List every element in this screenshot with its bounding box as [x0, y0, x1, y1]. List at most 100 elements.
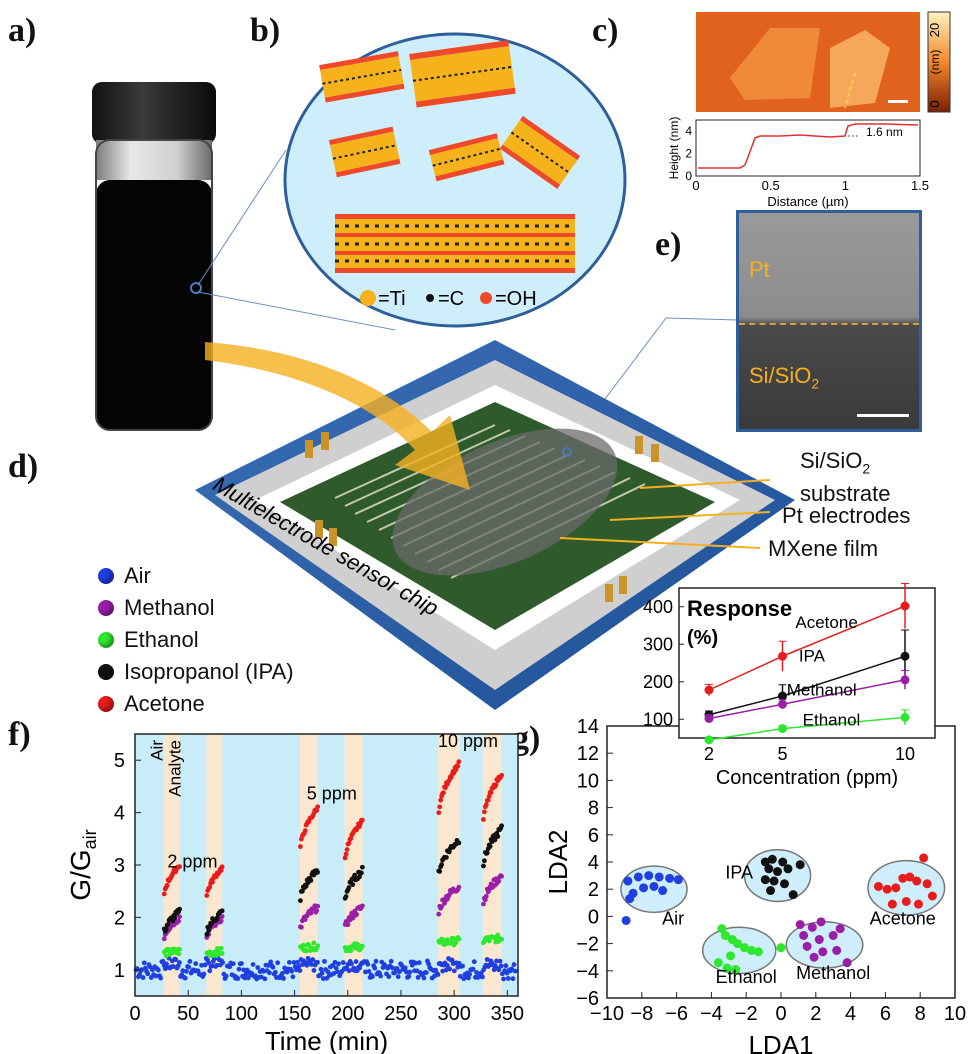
y-axis-label: LDA2 [545, 829, 573, 894]
lda-point-acetone [923, 879, 932, 888]
data-point-acetone [438, 798, 443, 803]
data-point-acetone [484, 802, 489, 807]
data-point-ipa [220, 908, 225, 913]
afm-panel: 20 (nm) 0 Height (nm) 0 2 4 0 0.5 1 1.5 Dista… [660, 8, 965, 213]
panel-label-f: f) [8, 718, 31, 752]
data-point-acetone [303, 828, 308, 833]
concentration-label: 5 ppm [307, 784, 357, 804]
data-point-acetone [207, 885, 212, 890]
data-point-methanol [219, 919, 224, 924]
y-tick-label: 5 [114, 750, 125, 772]
lda-point-acetone [919, 853, 928, 862]
data-point-ipa [177, 907, 182, 912]
inset-point-ethanol [778, 724, 787, 733]
data-point-ipa [485, 851, 490, 856]
x-tick-label: 6 [880, 1003, 891, 1025]
x-tick-label: 200 [331, 1003, 364, 1025]
data-point-methanol [496, 879, 501, 884]
cluster-label-ethanol: Ethanol [716, 967, 777, 987]
inset-point-ethanol [901, 713, 910, 722]
panel-label-b: b) [250, 14, 280, 48]
lda-point-ipa [780, 879, 789, 888]
lda-point-ipa [764, 864, 773, 873]
inset-ytick-label: 100 [643, 709, 673, 729]
data-point-air [452, 968, 457, 973]
data-point-acetone [315, 804, 320, 809]
legend-item-ethanol: Ethanol [98, 624, 294, 656]
data-point-methanol [436, 912, 441, 917]
data-point-air [403, 965, 408, 970]
x-tick-label: 4 [845, 1003, 856, 1025]
inset-ytick-label: 300 [643, 634, 673, 654]
data-point-acetone [204, 893, 209, 898]
y-tick-label: 4 [588, 852, 599, 874]
data-point-air [501, 977, 506, 982]
profile-ytick: 4 [685, 124, 692, 138]
analyte-window [483, 734, 502, 996]
data-point-methanol [346, 922, 351, 927]
panel-label-a: a) [8, 14, 36, 48]
panel-label-e: e) [655, 228, 681, 262]
legend-item-methanol: Methanol [98, 592, 294, 624]
sem-boundary [739, 323, 919, 325]
legend-oh: =OH [495, 288, 537, 310]
data-point-air [386, 974, 391, 979]
data-point-air [396, 974, 401, 979]
data-point-air [187, 959, 192, 964]
cluster-label-acetone: Acetone [870, 909, 936, 929]
data-point-air [436, 972, 441, 977]
data-point-air [354, 959, 359, 964]
data-point-ethanol [220, 951, 225, 956]
callout-electrodes: Pt electrodes [782, 503, 910, 529]
data-point-air [510, 976, 515, 981]
x-tick-label: 10 [944, 1003, 966, 1025]
x-tick-label: 50 [177, 1003, 199, 1025]
data-point-air [239, 961, 244, 966]
lda-point-methanol [836, 924, 845, 933]
cluster-label-air: Air [662, 909, 684, 929]
lda-point-ipa [783, 864, 792, 873]
lda-point-methanol [817, 917, 826, 926]
data-point-ipa [482, 858, 487, 863]
data-point-ethanol [177, 947, 182, 952]
data-point-ipa [359, 871, 364, 876]
lda-point-acetone [928, 892, 937, 901]
data-point-air [499, 964, 504, 969]
inset-point-methanol [778, 700, 787, 709]
lda-point-ipa [796, 860, 805, 869]
data-point-air [298, 968, 303, 973]
data-point-air [271, 965, 276, 970]
lda-point-air [655, 872, 664, 881]
profile-xtick: 1 [842, 178, 849, 193]
data-point-air [322, 959, 327, 964]
data-point-ipa [439, 862, 444, 867]
lda-point-methanol [818, 947, 827, 956]
x-tick-label: 100 [225, 1003, 258, 1025]
data-point-methanol [360, 903, 365, 908]
data-point-air [158, 976, 163, 981]
lda-point-ethanol [726, 951, 735, 960]
data-point-air [267, 970, 272, 975]
x-tick-label: −6 [665, 1003, 688, 1025]
legend-dot [98, 632, 114, 648]
inset-point-acetone [778, 652, 787, 661]
band-label-air: Air [147, 740, 166, 761]
data-point-air [251, 962, 256, 967]
data-point-air [281, 976, 286, 981]
data-point-ipa [495, 834, 500, 839]
legend-ti: =Ti [378, 288, 406, 310]
profile-ytick: 2 [685, 147, 692, 161]
cluster-label-ipa: IPA [725, 862, 753, 882]
svg-text:(nm): (nm) [928, 50, 942, 75]
data-point-acetone [436, 810, 441, 815]
y-tick-label: −4 [576, 961, 599, 983]
data-point-air [349, 961, 354, 966]
data-point-ethanol [499, 937, 504, 942]
data-point-air [145, 971, 150, 976]
data-point-acetone [499, 773, 504, 778]
lda-point-acetone [914, 900, 923, 909]
inset-ytick-label: 400 [643, 597, 673, 617]
inset-ytick-label: 200 [643, 672, 673, 692]
data-point-acetone [441, 790, 446, 795]
data-point-air [141, 975, 146, 980]
